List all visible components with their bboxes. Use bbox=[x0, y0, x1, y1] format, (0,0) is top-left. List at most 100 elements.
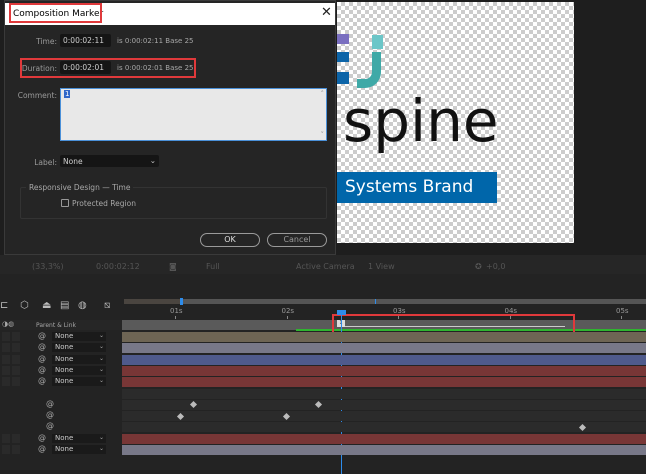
work-area-bar[interactable] bbox=[124, 298, 646, 305]
camera-select[interactable]: Active Camera bbox=[296, 262, 355, 271]
layer-row[interactable]: @ None ⌄ bbox=[0, 331, 122, 342]
switch-box[interactable] bbox=[2, 365, 10, 375]
work-area-handle[interactable] bbox=[180, 298, 183, 305]
parent-select[interactable]: None bbox=[52, 332, 106, 341]
group-title: Responsive Design — Time bbox=[26, 183, 134, 192]
parent-select[interactable]: None bbox=[52, 354, 106, 364]
chevron-down-icon: ⌄ bbox=[99, 332, 105, 339]
switch-box[interactable] bbox=[12, 332, 20, 341]
switch-box[interactable] bbox=[12, 365, 20, 375]
pickwhip-icon[interactable]: @ bbox=[38, 331, 46, 340]
logo-block bbox=[337, 52, 349, 62]
scroll-up-icon[interactable]: ˄ bbox=[320, 90, 325, 98]
label-label: Label: bbox=[34, 158, 57, 167]
exposure-value[interactable]: +0,0 bbox=[486, 262, 506, 271]
comment-label: Comment: bbox=[17, 91, 57, 100]
layer-bar[interactable] bbox=[122, 332, 646, 342]
pickwhip-icon[interactable]: @ bbox=[46, 398, 54, 408]
layer-header: ◑◍ Parent & Link bbox=[0, 320, 122, 330]
draft-3d-icon[interactable]: ⬡ bbox=[20, 300, 29, 311]
layer-bar[interactable] bbox=[122, 365, 646, 376]
logo-text: spine bbox=[343, 87, 499, 155]
chevron-down-icon: ⌄ bbox=[99, 354, 105, 362]
chevron-down-icon: ⌄ bbox=[99, 377, 105, 385]
parent-select[interactable]: None bbox=[52, 433, 106, 443]
pickwhip-icon[interactable]: @ bbox=[38, 444, 46, 453]
parent-select[interactable]: None bbox=[52, 343, 106, 353]
switch-box[interactable] bbox=[2, 343, 10, 353]
layer-row[interactable]: @ bbox=[0, 421, 122, 432]
layer-row[interactable]: @ None ⌄ bbox=[0, 376, 122, 387]
layer-row[interactable]: @ None ⌄ bbox=[0, 364, 122, 376]
ruler-tick: 03s bbox=[393, 307, 406, 315]
close-icon[interactable]: ✕ bbox=[321, 5, 332, 20]
time-field[interactable]: 0:00:02:11 bbox=[60, 34, 111, 47]
ruler-tick-mark bbox=[509, 316, 511, 319]
pickwhip-icon[interactable]: @ bbox=[46, 421, 54, 431]
layer-bar[interactable] bbox=[122, 422, 646, 433]
zoom-select[interactable]: (33,3%) bbox=[32, 262, 64, 271]
switch-box[interactable] bbox=[12, 445, 20, 454]
parent-select[interactable]: None bbox=[52, 377, 106, 387]
layer-bar[interactable] bbox=[122, 377, 646, 388]
graph-editor-icon[interactable]: ⧅ bbox=[104, 300, 111, 311]
layer-bar[interactable] bbox=[122, 433, 646, 444]
chevron-down-icon: ⌄ bbox=[149, 156, 156, 165]
resolution-select[interactable]: Full bbox=[206, 262, 220, 271]
ruler-tick-mark bbox=[398, 316, 399, 319]
exposure-icon[interactable]: ✪ bbox=[475, 262, 482, 271]
layer-bar[interactable] bbox=[122, 445, 646, 455]
duration-field[interactable]: 0:00:02:01 bbox=[60, 61, 111, 74]
shy-icon[interactable]: ⏏ bbox=[42, 300, 52, 311]
switch-box[interactable] bbox=[2, 377, 10, 387]
ok-button[interactable]: OK bbox=[200, 233, 260, 247]
motion-blur-icon[interactable]: ◍ bbox=[78, 300, 87, 311]
timeline-switches: ⊏ ⬡ ⏏ ▤ ◍ ⧅ bbox=[0, 300, 122, 314]
frame-blend-icon[interactable]: ▤ bbox=[60, 300, 70, 311]
switch-box[interactable] bbox=[12, 343, 20, 353]
layer-row[interactable]: @ None ⌄ bbox=[0, 353, 122, 365]
playhead-handle[interactable] bbox=[337, 310, 346, 315]
layer-bar[interactable] bbox=[122, 343, 646, 354]
ruler-tick: 04s bbox=[504, 307, 518, 315]
cancel-button[interactable]: Cancel bbox=[267, 233, 327, 247]
layer-row[interactable]: @ bbox=[0, 410, 122, 421]
views-select[interactable]: 1 View bbox=[368, 262, 395, 271]
logo-block bbox=[337, 34, 349, 44]
comment-textarea[interactable]: 1 ˄ ˅ bbox=[60, 88, 327, 141]
scroll-down-icon[interactable]: ˅ bbox=[320, 131, 325, 139]
layer-row[interactable]: @ bbox=[0, 398, 122, 410]
graph-icon[interactable]: ⊏ bbox=[0, 300, 9, 311]
switch-box[interactable] bbox=[12, 377, 20, 387]
pickwhip-icon[interactable]: @ bbox=[38, 432, 46, 442]
parent-select[interactable]: None bbox=[52, 365, 106, 375]
layer-row[interactable]: @ None ⌄ bbox=[0, 432, 122, 444]
layer-bar[interactable] bbox=[122, 399, 646, 410]
label-select[interactable]: None ⌄ bbox=[60, 155, 159, 167]
switch-box[interactable] bbox=[12, 354, 20, 364]
pickwhip-icon[interactable]: @ bbox=[38, 342, 46, 352]
parent-select[interactable]: None bbox=[52, 445, 106, 454]
pickwhip-icon[interactable]: @ bbox=[38, 353, 46, 363]
duration-label: Duration: bbox=[21, 64, 57, 73]
camera-icon[interactable]: ◙ bbox=[169, 262, 177, 271]
composition-viewer: spine Systems Brand Composition Marker ✕… bbox=[4, 0, 574, 255]
switch-box[interactable] bbox=[2, 433, 10, 443]
layer-row[interactable]: @ None ⌄ bbox=[0, 444, 122, 455]
protected-region-checkbox[interactable] bbox=[61, 199, 69, 207]
time-display[interactable]: 0:00:02:12 bbox=[96, 262, 140, 271]
pickwhip-icon[interactable]: @ bbox=[38, 376, 46, 386]
layer-row[interactable] bbox=[0, 389, 122, 399]
pickwhip-icon[interactable]: @ bbox=[46, 410, 54, 420]
layer-bar[interactable] bbox=[122, 388, 646, 399]
switch-box[interactable] bbox=[2, 354, 10, 364]
composition-marker-dialog: Composition Marker ✕ Time: 0:00:02:11 is… bbox=[4, 0, 336, 255]
layer-bar[interactable] bbox=[122, 411, 646, 422]
pickwhip-icon[interactable]: @ bbox=[38, 364, 46, 374]
switch-box[interactable] bbox=[2, 332, 10, 341]
layer-row[interactable]: @ None ⌄ bbox=[0, 342, 122, 353]
ruler-tick: 01s bbox=[170, 307, 183, 315]
layer-bar[interactable] bbox=[122, 354, 646, 365]
switch-box[interactable] bbox=[12, 433, 20, 443]
switch-box[interactable] bbox=[2, 445, 10, 454]
